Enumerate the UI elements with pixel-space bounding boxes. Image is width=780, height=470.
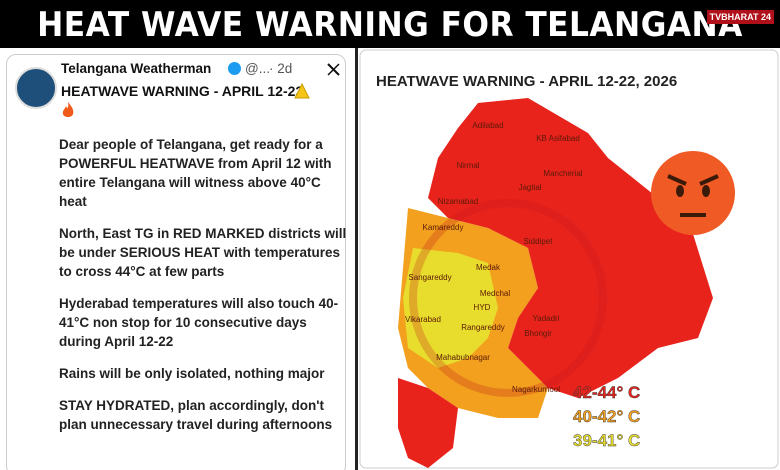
district-label: HYD [474,303,491,312]
district-label: KB Asifabad [536,134,580,143]
tweet-paragraph: Hyderabad temperatures will also touch 4… [59,296,339,349]
tweet-paragraph: Dear people of Telangana, get ready for … [59,137,332,209]
map-panel: HEATWAVE WARNING - APRIL 12-22, 2026 Adil… [358,48,780,470]
district-label: Medchal [480,289,510,298]
district-label: Kamareddy [423,223,464,232]
tweet-card: Telangana Weatherman @... · 2d HEATWAVE … [6,54,346,470]
fire-icon [62,102,74,117]
verified-badge [228,62,241,75]
district-label: Mancherial [543,169,582,178]
tweet-paragraph: North, East TG in RED MARKED districts w… [59,226,347,279]
banner-title: HEAT WAVE WARNING FOR TELANGANA [37,5,743,45]
warning-icon [294,83,310,99]
map-title: HEATWAVE WARNING - APRIL 12-22, 2026 [376,73,677,90]
x-logo[interactable] [327,63,340,76]
banner: HEAT WAVE WARNING FOR TELANGANA TVBHARAT… [0,0,780,48]
district-label: Nagarkurnool [512,385,560,394]
district-label: Adilabad [472,121,503,130]
angry-emoji [651,151,735,235]
tweet-panel: Telangana Weatherman @... · 2d HEATWAVE … [0,48,358,470]
avatar[interactable] [15,67,57,109]
district-label: Rangareddy [461,323,505,332]
district-label: Siddipet [524,237,554,246]
district-label: Sangareddy [408,273,451,282]
handle[interactable]: @... [245,61,270,76]
district-label: Jagtial [518,183,541,192]
time: · 2d [269,61,293,76]
headline: HEATWAVE WARNING - APRIL 12-22 [61,83,304,99]
district-label: Nirmal [456,161,479,170]
legend-label: 39-41° C [573,431,640,450]
channel-logo: TVBHARAT 24 [706,10,774,24]
district-label: Nizamabad [438,197,478,206]
author[interactable]: Telangana Weatherman [61,61,212,76]
tweet-body: Dear people of Telangana, get ready for … [59,135,349,447]
district-label: Yadadri [533,314,560,323]
district-label: Vikarabad [405,315,441,324]
legend-label: 42-44° C [573,383,640,402]
district-label: Mahabubnagar [436,353,490,362]
tweet-paragraph: Rains will be only isolated, nothing maj… [59,366,325,381]
district-label: Medak [476,263,501,272]
map: HEATWAVE WARNING - APRIL 12-22, 2026 Adil… [359,49,779,469]
district-label: Bhongir [524,329,552,338]
tweet-paragraph: STAY HYDRATED, plan accordingly, don't p… [59,398,333,432]
legend-label: 40-42° C [573,407,640,426]
